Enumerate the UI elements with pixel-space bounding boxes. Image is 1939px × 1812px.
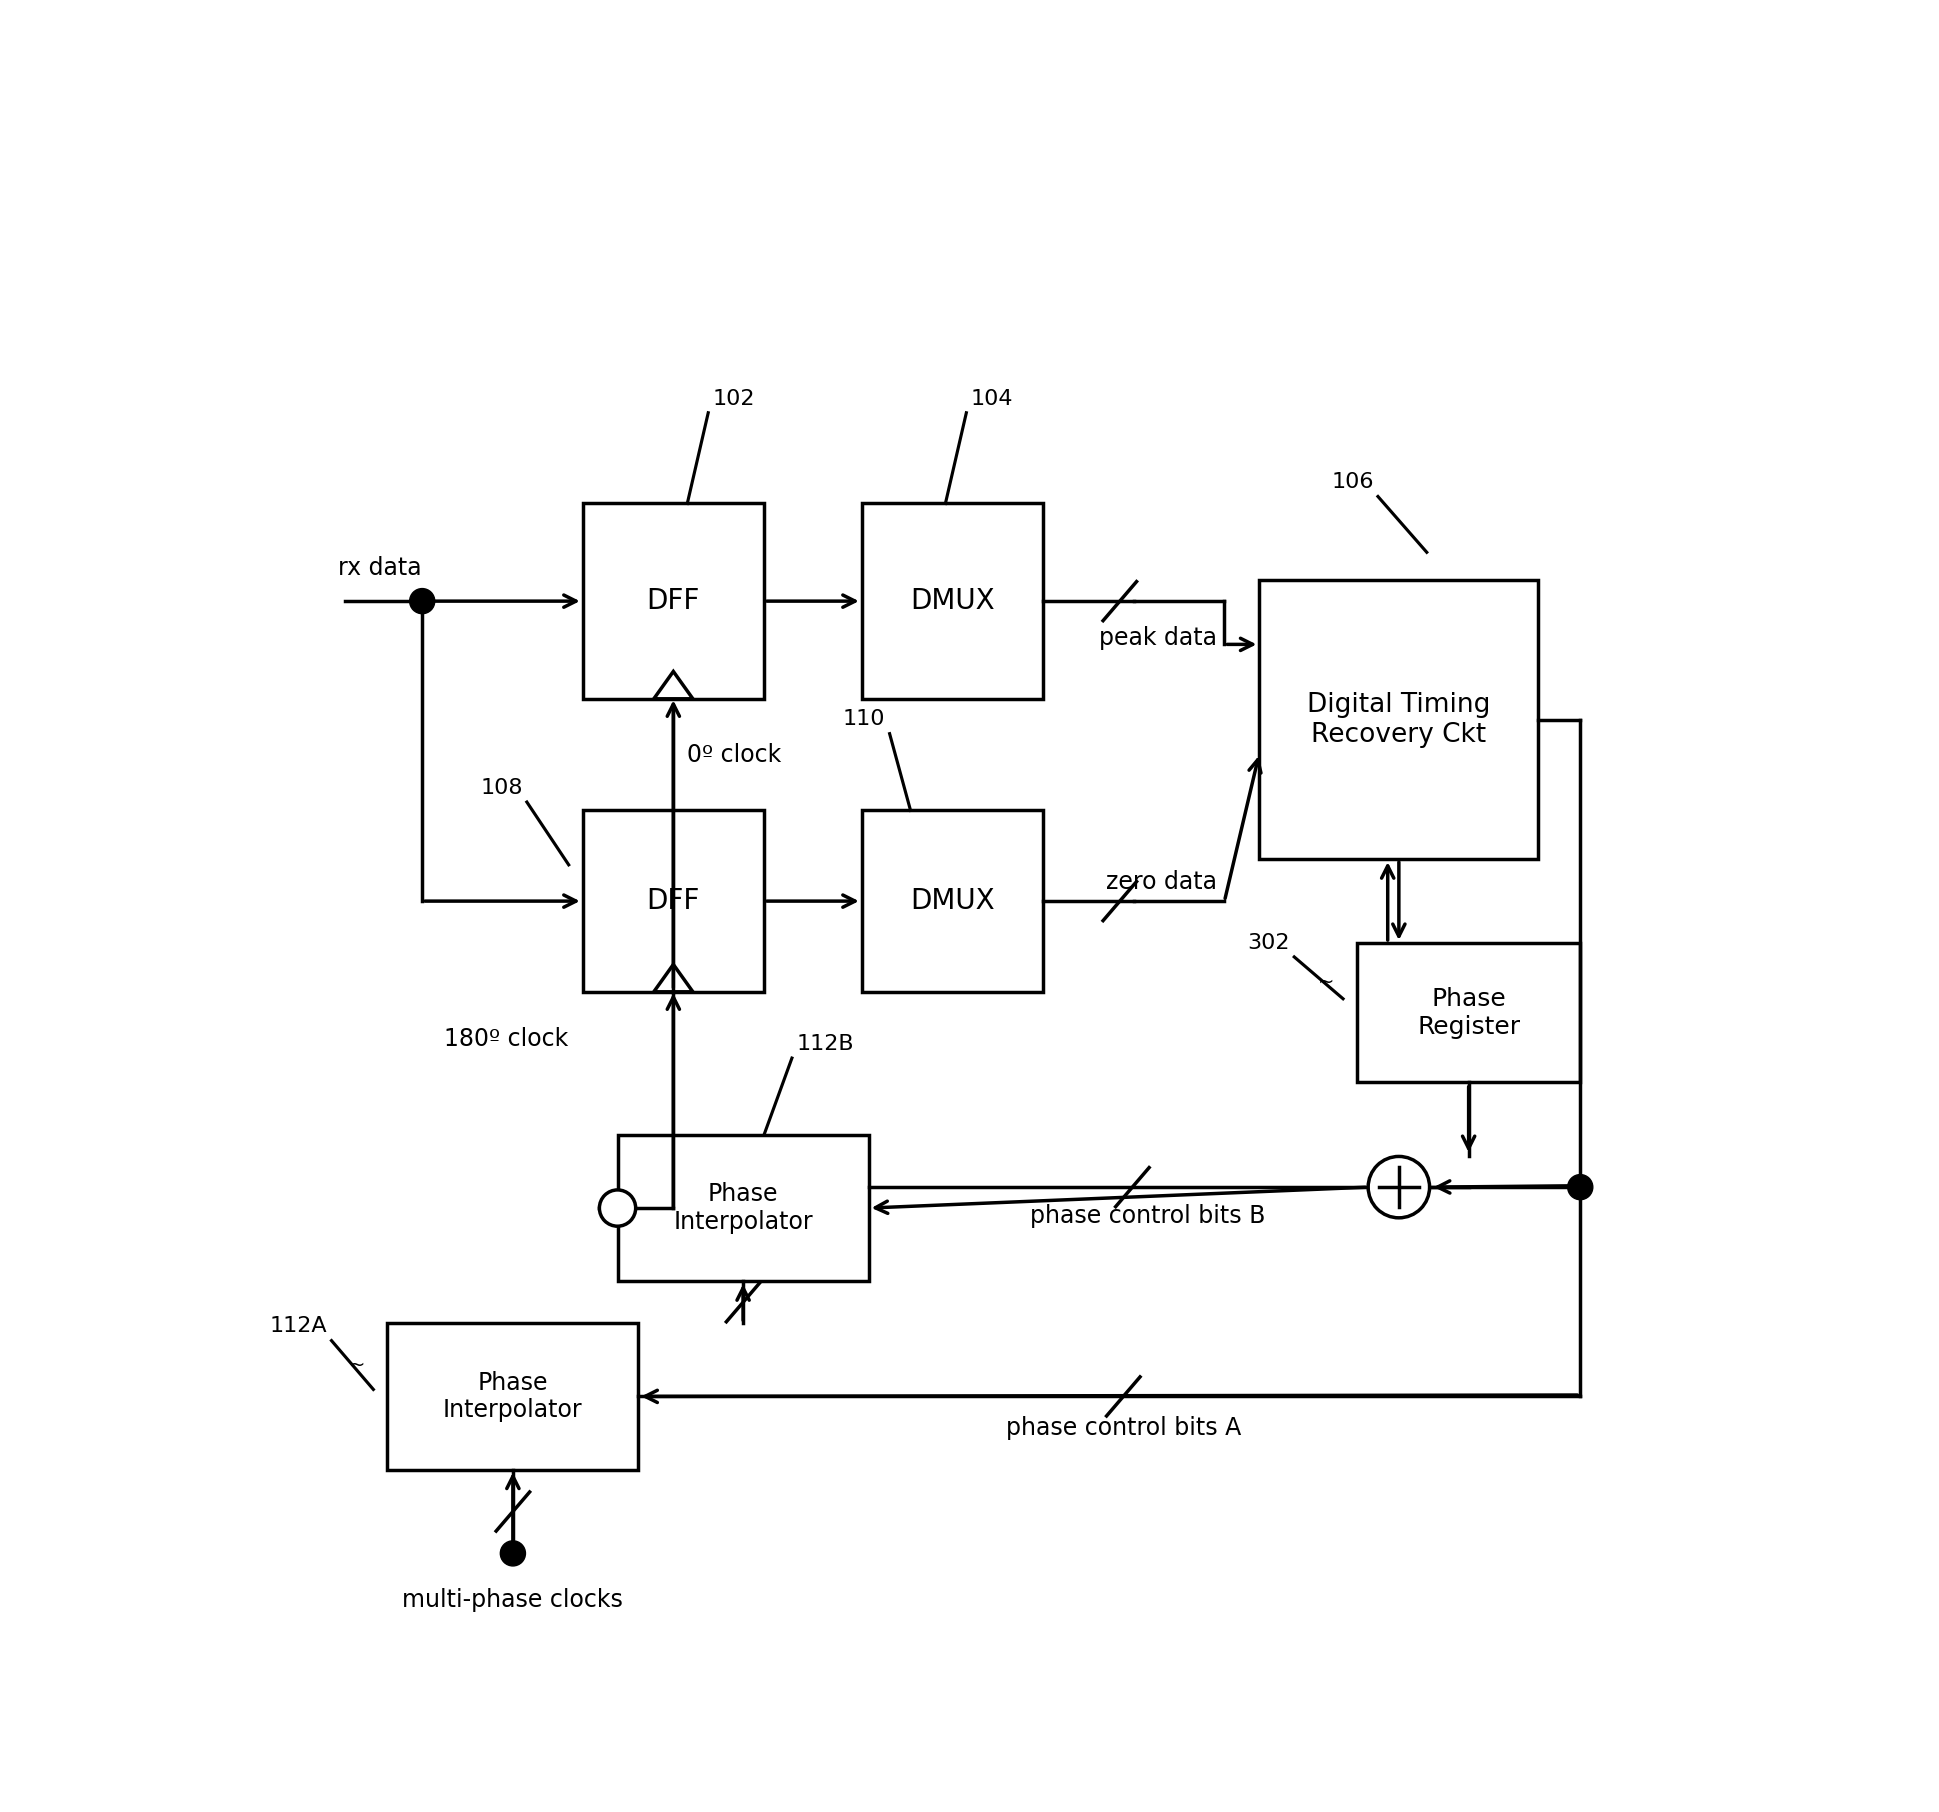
- Circle shape: [599, 1190, 636, 1227]
- Text: DMUX: DMUX: [909, 888, 995, 915]
- Circle shape: [500, 1540, 525, 1566]
- Text: 106: 106: [1330, 473, 1373, 493]
- Text: phase control bits A: phase control bits A: [1004, 1415, 1241, 1441]
- Bar: [861, 810, 1043, 991]
- Text: 0º clock: 0º clock: [686, 743, 781, 766]
- Text: ~: ~: [1317, 973, 1334, 991]
- Text: peak data: peak data: [1099, 627, 1218, 651]
- Text: rx data: rx data: [337, 556, 423, 580]
- Text: ~: ~: [349, 1355, 365, 1375]
- Text: 180º clock: 180º clock: [444, 1027, 568, 1051]
- Bar: [861, 504, 1043, 699]
- Text: 102: 102: [712, 388, 754, 408]
- Text: 112A: 112A: [270, 1317, 328, 1337]
- Text: 110: 110: [842, 710, 884, 730]
- Text: Phase
Interpolator: Phase Interpolator: [673, 1181, 812, 1234]
- Bar: [1355, 942, 1580, 1082]
- Bar: [388, 1323, 638, 1470]
- Text: 108: 108: [481, 777, 522, 797]
- Text: 104: 104: [970, 388, 1012, 408]
- Text: phase control bits B: phase control bits B: [1030, 1203, 1264, 1229]
- Bar: [582, 504, 764, 699]
- Circle shape: [1367, 1156, 1429, 1218]
- Bar: [582, 810, 764, 991]
- Text: DFF: DFF: [646, 587, 700, 614]
- Text: Phase
Register: Phase Register: [1415, 988, 1520, 1038]
- Circle shape: [409, 589, 434, 614]
- Text: 302: 302: [1247, 933, 1289, 953]
- Bar: [617, 1134, 869, 1281]
- Text: DMUX: DMUX: [909, 587, 995, 614]
- Text: 112B: 112B: [795, 1035, 853, 1055]
- Text: zero data: zero data: [1105, 870, 1218, 893]
- Bar: [1258, 580, 1538, 859]
- Text: Digital Timing
Recovery Ckt: Digital Timing Recovery Ckt: [1307, 692, 1489, 748]
- Text: Phase
Interpolator: Phase Interpolator: [442, 1370, 582, 1422]
- Circle shape: [1567, 1174, 1592, 1200]
- Text: multi-phase clocks: multi-phase clocks: [401, 1589, 622, 1613]
- Text: DFF: DFF: [646, 888, 700, 915]
